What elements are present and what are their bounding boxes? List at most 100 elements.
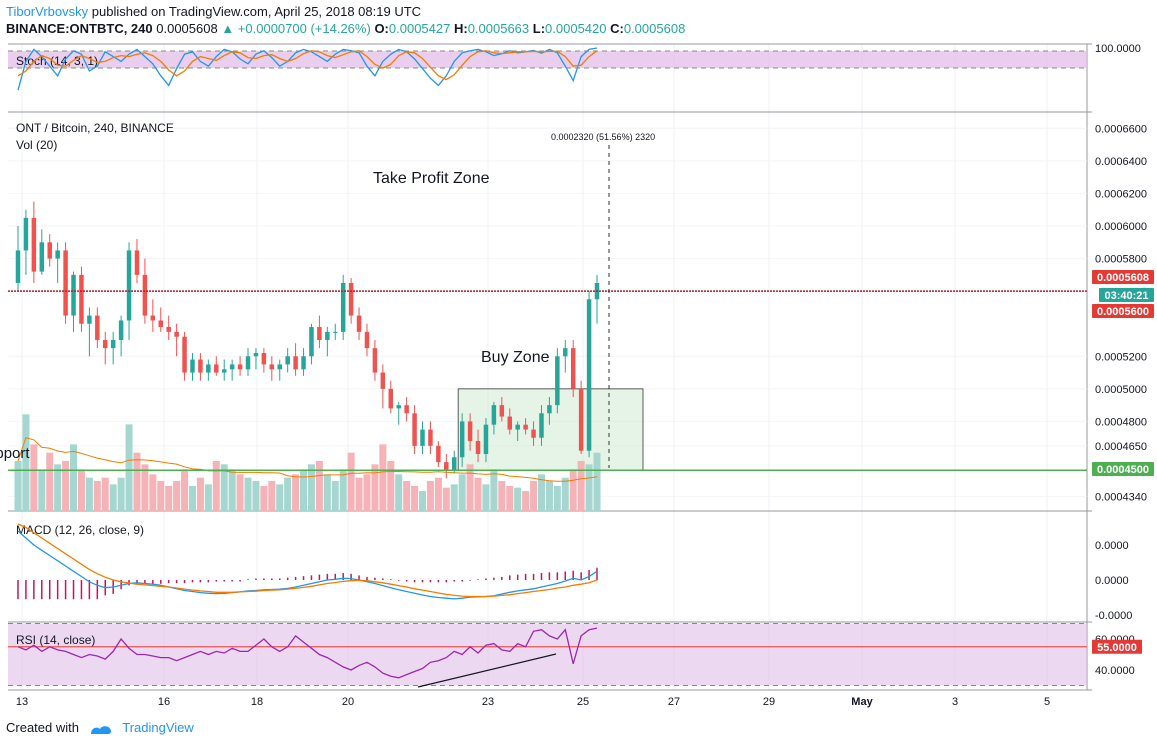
candle-body: [206, 364, 211, 373]
volume-bar: [331, 481, 339, 511]
volume-bar: [173, 481, 181, 511]
volume-bar: [474, 477, 482, 511]
volume-bar: [323, 474, 331, 511]
rsi-band: [8, 623, 1087, 686]
volume-bar: [577, 461, 585, 511]
macd-axis-label: 0.0000: [1095, 575, 1129, 587]
candle-body: [23, 217, 29, 251]
x-axis-tick-label: 18: [251, 696, 263, 708]
candle-body: [198, 359, 203, 373]
close-value: 0.0005608: [623, 21, 686, 36]
volume-bar: [38, 469, 46, 511]
price-badge-text: 0.0004500: [1097, 464, 1149, 476]
candle-body: [348, 283, 354, 316]
candle-body: [214, 364, 219, 373]
candle-body: [396, 405, 401, 409]
stoch-title: Stoch (14, 3, 1): [16, 54, 98, 68]
candle-body: [126, 250, 132, 321]
volume-bar: [252, 481, 260, 511]
buy-zone-label: Buy Zone: [481, 349, 550, 366]
candle-body: [47, 242, 52, 259]
price-badge-last: 0.0005608: [1092, 270, 1154, 284]
volume-bar: [307, 464, 315, 511]
price-axis-label: 0.0005000: [1095, 384, 1147, 396]
volume-bar: [347, 452, 355, 511]
candle-body: [507, 416, 513, 430]
rsi-trendline: [417, 653, 557, 688]
low-value: 0.0005420: [545, 21, 607, 36]
volume-bar: [545, 481, 553, 511]
candle-body: [570, 348, 576, 389]
x-axis-tick-label: 25: [577, 696, 589, 708]
price-title: ONT / Bitcoin, 240, BINANCE: [16, 121, 174, 135]
author-link[interactable]: TiborVrbovsky: [6, 4, 89, 19]
price-axis-label: 0.0004340: [1095, 491, 1147, 503]
volume-bar: [268, 481, 276, 511]
volume-bar: [537, 474, 545, 511]
volume-bar: [54, 464, 62, 511]
price-axis-label: 0.0004800: [1095, 416, 1147, 428]
candle-body: [499, 405, 505, 417]
price-axis-label: 0.0004650: [1095, 441, 1147, 453]
low-label: L:: [532, 21, 546, 36]
volume-bar: [46, 452, 54, 511]
candle-body: [325, 331, 330, 340]
candle-body: [372, 348, 378, 373]
volume-bar: [585, 464, 593, 511]
candle-body: [39, 242, 45, 272]
rsi-title: RSI (14, close): [16, 633, 95, 647]
volume-bar: [70, 444, 78, 511]
price-axis-label: 0.0006600: [1095, 123, 1147, 135]
tradingview-logo-icon: [90, 725, 111, 734]
volume-bar: [411, 486, 419, 511]
volume-bar: [514, 487, 522, 511]
volume-bar: [125, 424, 133, 511]
published-text: published on TradingView.com, April 25, …: [91, 4, 422, 19]
volume-bar: [426, 481, 434, 511]
volume-bar: [315, 461, 323, 511]
price-axis-label: 0.0006200: [1095, 188, 1147, 200]
candle-body: [539, 413, 544, 438]
candle-body: [15, 250, 21, 283]
tradingview-link[interactable]: TradingView: [122, 720, 194, 735]
price-badge-text: 0.0005600: [1097, 306, 1149, 318]
volume-bar: [133, 452, 141, 511]
candle-body: [253, 353, 259, 357]
x-axis-tick-label: 16: [158, 696, 170, 708]
candle-body: [301, 356, 306, 370]
x-axis-tick-label: May: [851, 696, 873, 708]
candle-body: [523, 424, 528, 430]
created-with-text: Created with: [6, 720, 79, 735]
volume-bar: [109, 484, 117, 511]
volume-bar: [355, 477, 363, 511]
candle-body: [229, 364, 235, 370]
measure-label: 0.0002320 (51.56%) 2320: [551, 132, 655, 142]
candle-body: [475, 440, 481, 454]
candle-body: [87, 315, 92, 324]
candle-body: [174, 331, 179, 337]
candle-body: [190, 359, 195, 373]
candle-body: [182, 336, 187, 373]
rsi-level-badge-bg: [1092, 639, 1142, 654]
candle-body: [340, 283, 346, 332]
volume-bar: [204, 484, 212, 511]
volume-bar: [157, 481, 165, 511]
rsi-axis-label: 40.0000: [1095, 665, 1135, 677]
candle-body: [428, 429, 433, 446]
volume-bar: [141, 464, 149, 511]
candle-body: [531, 429, 536, 438]
x-axis-tick-label: 27: [668, 696, 680, 708]
open-label: O:: [374, 21, 389, 36]
volume-bar: [188, 486, 196, 511]
volume-bar: [339, 469, 347, 511]
candle-body: [586, 299, 592, 451]
candle-body: [118, 320, 124, 340]
last-price: 0.0005608: [156, 21, 218, 36]
volume-bar: [593, 452, 601, 511]
candle-body: [491, 405, 497, 425]
open-value: 0.0005427: [388, 21, 451, 36]
volume-bar: [498, 481, 506, 511]
symbol-info: BINANCE:ONTBTC, 240 0.0005608 ▲ +0.00007…: [6, 21, 685, 36]
support-label: Support: [0, 445, 30, 462]
